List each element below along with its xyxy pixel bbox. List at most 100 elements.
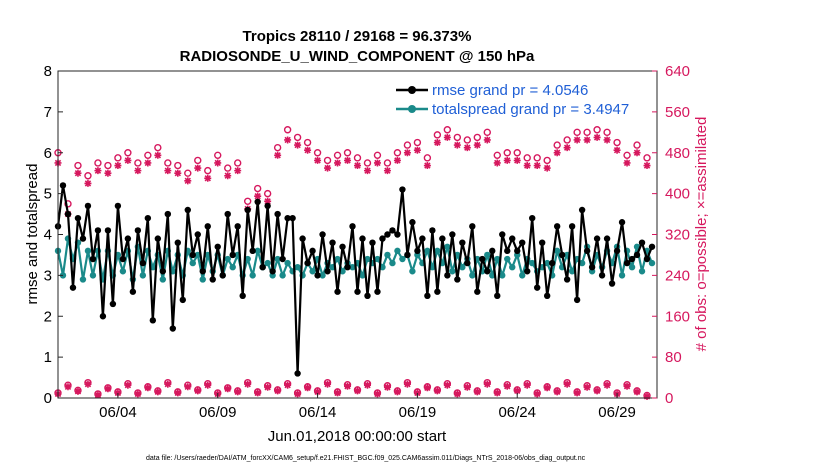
totalspread-point bbox=[334, 255, 341, 263]
obs-assimilated-low-point bbox=[493, 389, 501, 397]
obs-assimilated-low-point bbox=[184, 383, 192, 391]
totalspread-point bbox=[459, 264, 466, 271]
obs-possible-point bbox=[443, 126, 452, 134]
y-right-tick-label: 80 bbox=[665, 349, 682, 366]
rmse-point bbox=[349, 223, 356, 230]
totalspread-point bbox=[578, 259, 586, 267]
obs-assimilated-low-point bbox=[413, 389, 421, 397]
obs-assimilated-low-point bbox=[244, 380, 252, 388]
rmse-point bbox=[234, 223, 241, 230]
obs-assimilated-point bbox=[334, 159, 342, 167]
obs-assimilated-point bbox=[393, 156, 401, 164]
totalspread-point bbox=[504, 255, 511, 263]
rmse-point bbox=[643, 255, 651, 263]
rmse-point bbox=[489, 247, 496, 255]
obs-assimilated-point bbox=[433, 139, 441, 147]
totalspread-point bbox=[279, 272, 286, 279]
rmse-point bbox=[374, 288, 381, 295]
rmse-point bbox=[578, 206, 586, 214]
rmse-point bbox=[84, 202, 92, 210]
obs-assimilated-point bbox=[174, 169, 182, 177]
obs-possible-point bbox=[263, 189, 272, 198]
rmse-point bbox=[299, 235, 306, 242]
totalspread-point bbox=[244, 255, 251, 263]
rmse-point bbox=[444, 272, 451, 279]
rmse-point bbox=[319, 231, 326, 238]
totalspread-point bbox=[638, 268, 646, 275]
obs-assimilated-point bbox=[224, 172, 232, 180]
totalspread-point bbox=[319, 272, 326, 279]
obs-possible-point bbox=[114, 154, 122, 162]
totalspread-point bbox=[553, 247, 561, 255]
rmse-point bbox=[434, 288, 441, 295]
obs-assimilated-point bbox=[354, 162, 361, 170]
obs-assimilated-low-point bbox=[174, 389, 182, 397]
rmse-point bbox=[224, 210, 231, 218]
rmse-point bbox=[548, 259, 556, 267]
rmse-point bbox=[588, 264, 596, 271]
rmse-point bbox=[339, 243, 346, 250]
obs-possible-point bbox=[343, 149, 352, 157]
obs-assimilated-low-point bbox=[194, 387, 202, 395]
rmse-point bbox=[524, 268, 531, 275]
obs-assimilated-point bbox=[134, 167, 142, 175]
obs-assimilated-point bbox=[114, 162, 122, 170]
obs-assimilated-point bbox=[304, 146, 312, 154]
obs-possible-point bbox=[134, 159, 142, 167]
obs-assimilated-point bbox=[344, 156, 352, 164]
obs-possible-point bbox=[243, 197, 252, 205]
rmse-point bbox=[89, 255, 97, 263]
rmse-point bbox=[284, 214, 291, 222]
obs-possible-point bbox=[573, 128, 581, 137]
rmse-point bbox=[184, 206, 191, 214]
obs-possible-point bbox=[184, 169, 192, 177]
rmse-point bbox=[648, 243, 656, 250]
rmse-point bbox=[474, 288, 481, 295]
rmse-point bbox=[638, 239, 646, 246]
rmse-point bbox=[529, 214, 536, 222]
legend-label-rmse: rmse grand pr = 4.0546 bbox=[432, 82, 588, 99]
obs-possible-point bbox=[204, 166, 212, 175]
totalspread-point bbox=[349, 264, 356, 271]
totalspread-point bbox=[628, 264, 636, 271]
rmse-point bbox=[494, 292, 501, 300]
rmse-point bbox=[214, 243, 221, 250]
obs-possible-point bbox=[84, 172, 92, 180]
rmse-point bbox=[109, 300, 117, 308]
x-axis-label: Jun.01,2018 00:00:00 start bbox=[268, 428, 447, 445]
y-tick-label: 5 bbox=[44, 186, 52, 203]
totalspread-point bbox=[389, 259, 396, 267]
obs-possible-point bbox=[493, 151, 501, 160]
obs-possible-point bbox=[643, 154, 651, 162]
obs-assimilated-point bbox=[284, 136, 292, 144]
rmse-point bbox=[618, 219, 626, 226]
totalspread-point bbox=[284, 259, 291, 267]
rmse-point bbox=[369, 239, 376, 246]
obs-assimilated-low-point bbox=[164, 380, 172, 388]
obs-assimilated-low-point bbox=[533, 390, 541, 398]
obs-possible-point bbox=[283, 126, 292, 134]
obs-possible-point bbox=[413, 138, 422, 147]
obs-assimilated-point bbox=[194, 164, 202, 172]
obs-possible-point bbox=[303, 138, 312, 147]
totalspread-point bbox=[224, 255, 231, 263]
obs-assimilated-point bbox=[403, 149, 411, 157]
y-right-tick-label: 400 bbox=[665, 186, 690, 203]
y-tick-label: 4 bbox=[44, 227, 52, 244]
obs-assimilated-low-point bbox=[623, 382, 631, 390]
rmse-point bbox=[429, 227, 436, 234]
obs-assimilated-low-point bbox=[64, 383, 72, 391]
x-tick-label: 06/19 bbox=[399, 404, 437, 421]
obs-assimilated-point bbox=[413, 146, 421, 154]
rmse-point bbox=[623, 259, 631, 267]
rmse-point bbox=[204, 223, 211, 230]
obs-possible-point bbox=[583, 128, 591, 137]
rmse-point bbox=[159, 268, 167, 275]
obs-assimilated-low-point bbox=[154, 388, 162, 396]
rmse-point bbox=[334, 288, 341, 295]
obs-count-layer bbox=[54, 126, 651, 400]
y-right-tick-label: 480 bbox=[665, 145, 690, 162]
totalspread-point bbox=[568, 268, 576, 275]
rmse-point bbox=[239, 292, 246, 300]
